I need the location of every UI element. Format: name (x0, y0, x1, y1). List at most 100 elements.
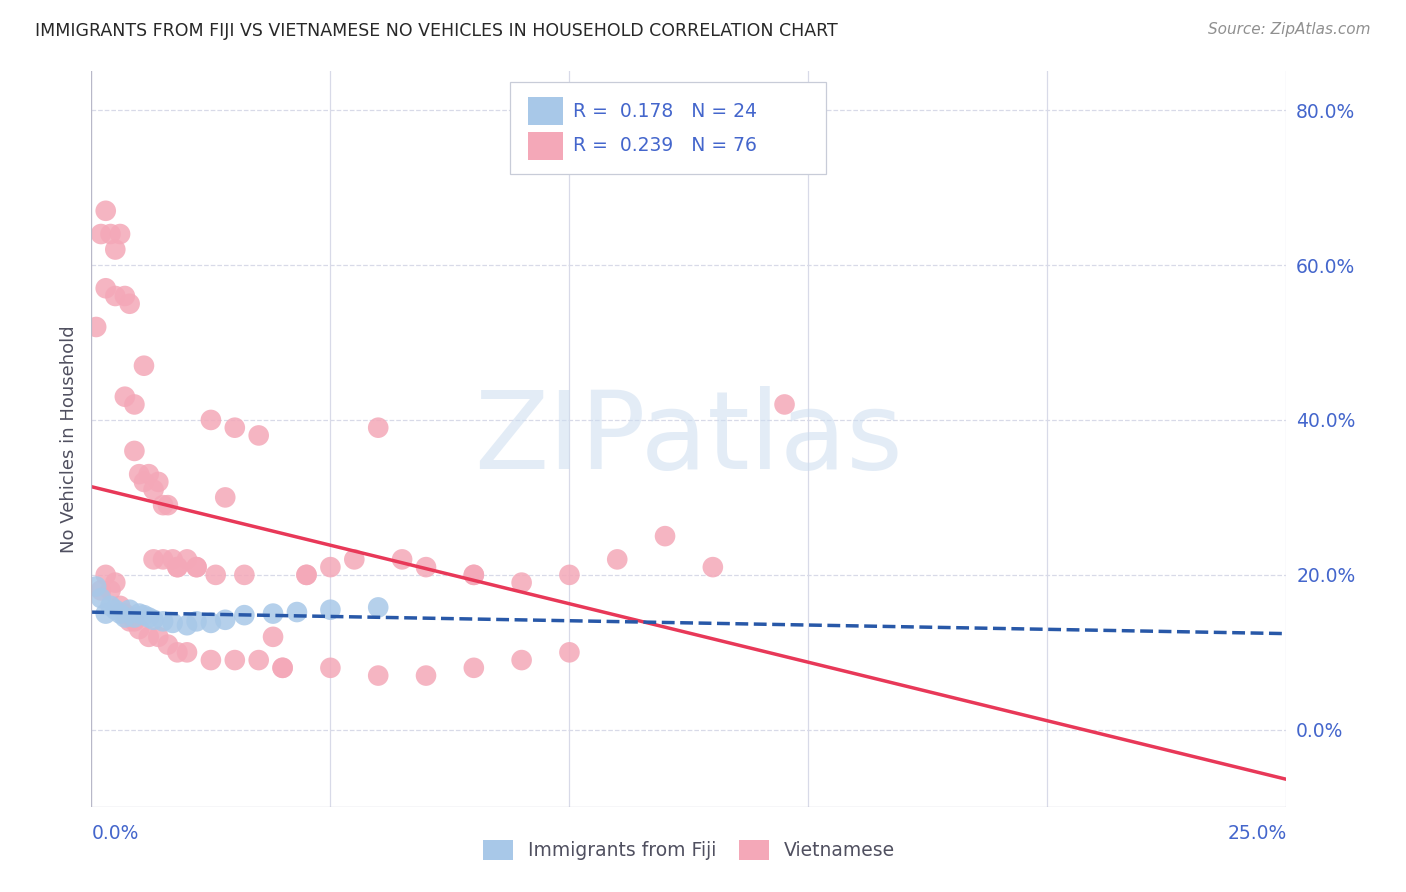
Point (132, 475, 155, 489)
Point (391, 552, 413, 566)
Point (118, 297, 141, 311)
Point (295, 567, 318, 582)
Point (186, 615, 208, 629)
Point (558, 645, 581, 659)
Text: R =  0.178   N = 24: R = 0.178 N = 24 (574, 102, 756, 120)
Legend: Immigrants from Fiji, Vietnamese: Immigrants from Fiji, Vietnamese (475, 833, 903, 868)
Text: Source: ZipAtlas.com: Source: ZipAtlas.com (1208, 22, 1371, 37)
Point (104, 243, 127, 257)
Point (100, 227, 122, 241)
Point (90, 591, 112, 606)
Point (132, 608, 155, 623)
Point (224, 420, 246, 434)
Point (90, 227, 112, 241)
Point (104, 289, 127, 303)
Text: IMMIGRANTS FROM FIJI VS VIETNAMESE NO VEHICLES IN HOUSEHOLD CORRELATION CHART: IMMIGRANTS FROM FIJI VS VIETNAMESE NO VE… (35, 22, 838, 40)
Point (463, 661, 485, 675)
Point (463, 567, 485, 582)
Point (176, 618, 198, 632)
Point (124, 610, 146, 624)
Point (114, 607, 136, 621)
Point (319, 661, 342, 675)
Point (108, 607, 131, 621)
Point (166, 560, 188, 574)
Point (138, 467, 160, 482)
Point (124, 444, 146, 458)
Point (606, 552, 628, 566)
Point (118, 603, 141, 617)
Point (262, 630, 284, 644)
Point (463, 567, 485, 582)
Point (104, 575, 127, 590)
Point (176, 645, 198, 659)
Y-axis label: No Vehicles in Household: No Vehicles in Household (59, 326, 77, 553)
Point (510, 575, 533, 590)
Point (367, 420, 389, 434)
Point (152, 498, 174, 512)
Text: ZIPatlas: ZIPatlas (475, 386, 903, 492)
Bar (527, 97, 564, 125)
Point (142, 552, 165, 566)
Point (200, 653, 222, 667)
Point (166, 560, 188, 574)
Point (319, 560, 342, 574)
Point (186, 560, 208, 574)
Point (108, 227, 131, 241)
Point (558, 567, 581, 582)
Point (247, 428, 270, 442)
Point (138, 610, 160, 624)
Point (214, 613, 236, 627)
Point (84, 580, 107, 594)
Point (94, 203, 117, 218)
Point (702, 560, 724, 574)
Point (84, 320, 107, 334)
Point (295, 567, 318, 582)
Point (152, 615, 174, 629)
Point (204, 567, 226, 582)
Point (148, 475, 170, 489)
Point (90, 583, 112, 598)
Point (319, 603, 342, 617)
Point (773, 397, 796, 411)
FancyBboxPatch shape (509, 82, 827, 175)
Text: 25.0%: 25.0% (1227, 824, 1286, 843)
Point (233, 567, 256, 582)
Point (138, 630, 160, 644)
Bar (527, 132, 564, 160)
Point (142, 483, 165, 497)
Point (156, 638, 179, 652)
Point (132, 359, 155, 373)
Point (162, 615, 184, 630)
Point (415, 668, 437, 682)
Point (118, 615, 141, 629)
Point (285, 605, 308, 619)
Point (114, 289, 136, 303)
Point (186, 560, 208, 574)
Point (94, 607, 117, 621)
Point (247, 653, 270, 667)
Text: R =  0.239   N = 76: R = 0.239 N = 76 (574, 136, 756, 155)
Point (162, 552, 184, 566)
Point (510, 653, 533, 667)
Point (128, 622, 150, 636)
Point (156, 498, 179, 512)
Point (108, 599, 131, 613)
Point (148, 630, 170, 644)
Point (128, 467, 150, 482)
Point (654, 529, 676, 543)
Point (124, 615, 146, 629)
Point (271, 661, 294, 675)
Point (415, 560, 437, 574)
Point (200, 413, 222, 427)
Point (114, 390, 136, 404)
Point (128, 607, 150, 621)
Point (100, 583, 122, 598)
Point (224, 653, 246, 667)
Point (94, 281, 117, 295)
Point (262, 607, 284, 621)
Point (176, 552, 198, 566)
Point (166, 645, 188, 659)
Text: 0.0%: 0.0% (91, 824, 139, 843)
Point (152, 552, 174, 566)
Point (100, 599, 122, 613)
